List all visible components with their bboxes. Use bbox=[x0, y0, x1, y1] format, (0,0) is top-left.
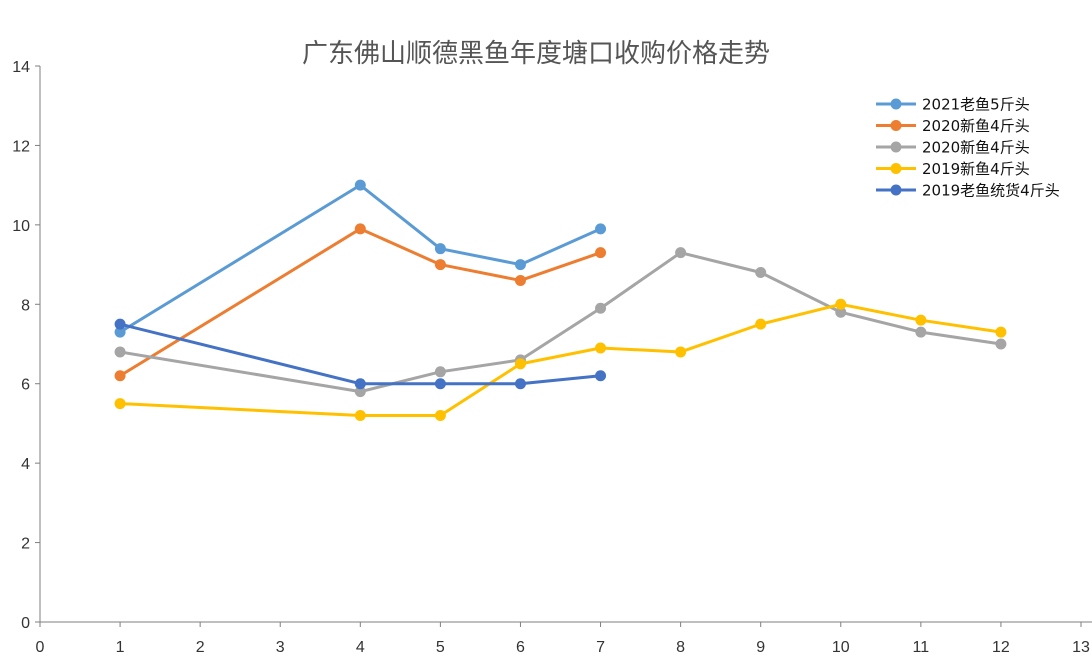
legend-swatch-marker bbox=[890, 141, 902, 153]
legend: 2021老鱼5斤头 2020新鱼4斤头 2020新鱼4斤头 2019新鱼4斤头 2019… bbox=[876, 96, 1060, 200]
series-line bbox=[118, 302, 1003, 417]
data-point bbox=[114, 370, 126, 382]
data-point bbox=[595, 370, 607, 382]
data-point bbox=[514, 358, 526, 370]
data-point bbox=[675, 346, 687, 358]
series-line bbox=[118, 251, 1003, 394]
data-point bbox=[114, 398, 126, 410]
data-point bbox=[915, 314, 927, 326]
data-point bbox=[514, 274, 526, 286]
legend-swatch-marker bbox=[890, 120, 902, 131]
y-tick-label: 8 bbox=[21, 297, 30, 314]
x-tick-label: 8 bbox=[676, 639, 685, 656]
series-2 bbox=[114, 223, 607, 382]
legend-swatch-marker bbox=[890, 98, 902, 110]
data-point bbox=[354, 223, 366, 235]
data-point bbox=[595, 302, 607, 314]
data-point bbox=[434, 378, 446, 390]
y-tick-label: 14 bbox=[12, 59, 30, 76]
data-point bbox=[114, 346, 126, 358]
legend-label: 2020新鱼4斤头 bbox=[922, 117, 1030, 135]
data-point bbox=[595, 223, 607, 235]
series-1 bbox=[114, 179, 607, 338]
data-point bbox=[514, 378, 526, 390]
data-point bbox=[114, 326, 126, 338]
data-point bbox=[915, 326, 927, 338]
y-tick-label: 10 bbox=[12, 218, 30, 235]
x-tick-label: 5 bbox=[436, 639, 445, 656]
y-tick-label: 12 bbox=[12, 138, 30, 155]
legend-item: 2019老鱼统货4斤头 bbox=[876, 182, 1060, 200]
legend-label: 2019新鱼4斤头 bbox=[922, 160, 1030, 178]
x-tick-label: 11 bbox=[913, 639, 930, 656]
legend-swatch-marker bbox=[890, 163, 902, 174]
data-point bbox=[595, 247, 607, 259]
data-point bbox=[354, 386, 366, 398]
data-point bbox=[675, 247, 687, 259]
legend-label: 2019老鱼统货4斤头 bbox=[922, 182, 1060, 200]
series-5 bbox=[114, 318, 607, 390]
data-point bbox=[434, 366, 446, 378]
y-tick-label: 4 bbox=[21, 456, 30, 473]
y-tick-label: 2 bbox=[21, 536, 30, 553]
legend-item: 2021老鱼5斤头 bbox=[876, 96, 1030, 114]
legend-item: 2020新鱼4斤头 bbox=[876, 139, 1030, 157]
legend-item: 2019新鱼4斤头 bbox=[876, 160, 1030, 178]
legend-swatch-marker bbox=[890, 184, 902, 196]
y-tick-label: 0 bbox=[21, 615, 30, 632]
data-point bbox=[995, 326, 1007, 338]
data-point bbox=[354, 409, 366, 421]
legend-item: 2020新鱼4斤头 bbox=[876, 117, 1030, 135]
data-point bbox=[434, 259, 446, 271]
x-tick-label: 6 bbox=[516, 639, 525, 656]
x-tick-label: 0 bbox=[36, 639, 45, 656]
series-line bbox=[118, 183, 603, 334]
data-point bbox=[114, 318, 126, 330]
legend-label: 2021老鱼5斤头 bbox=[922, 96, 1030, 114]
data-point bbox=[514, 259, 526, 271]
data-point bbox=[354, 179, 366, 191]
y-tick-label: 6 bbox=[21, 377, 30, 394]
data-point bbox=[434, 409, 446, 421]
x-tick-label: 2 bbox=[196, 639, 205, 656]
series-3 bbox=[114, 247, 1007, 398]
x-tick-label: 12 bbox=[992, 639, 1010, 656]
data-point bbox=[835, 298, 847, 310]
x-tick-label: 10 bbox=[832, 639, 850, 656]
data-point bbox=[354, 378, 366, 390]
x-tick-label: 1 bbox=[116, 639, 125, 656]
series-4 bbox=[114, 298, 1007, 421]
data-point bbox=[755, 318, 767, 330]
data-point bbox=[595, 342, 607, 354]
x-tick-label: 9 bbox=[756, 639, 765, 656]
data-point bbox=[755, 267, 767, 279]
x-tick-label: 4 bbox=[356, 639, 365, 656]
x-tick-label: 13 bbox=[1072, 639, 1090, 656]
x-tick-label: 7 bbox=[596, 639, 605, 656]
chart-title: 广东佛山顺德黑鱼年度塘口收购价格走势 bbox=[302, 39, 770, 69]
series-layer bbox=[114, 179, 1007, 421]
data-point bbox=[995, 338, 1007, 350]
legend-label: 2020新鱼4斤头 bbox=[922, 139, 1030, 157]
x-tick-label: 3 bbox=[276, 639, 285, 656]
data-point bbox=[835, 306, 847, 318]
data-point bbox=[434, 243, 446, 255]
